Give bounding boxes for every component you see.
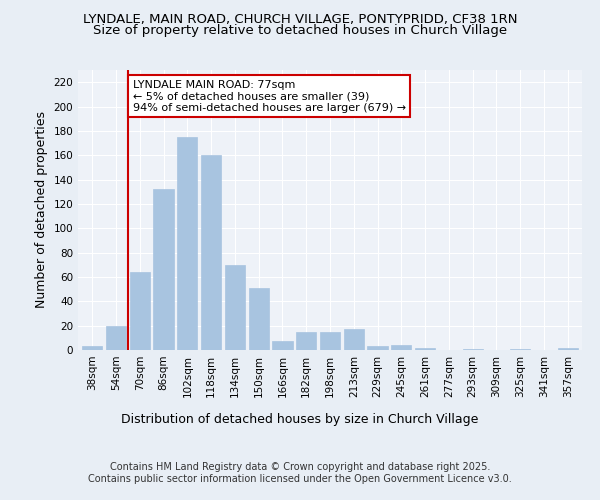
Bar xyxy=(272,342,293,350)
Bar xyxy=(415,348,435,350)
Bar xyxy=(248,288,269,350)
Bar xyxy=(344,330,364,350)
Text: Contains HM Land Registry data © Crown copyright and database right 2025.
Contai: Contains HM Land Registry data © Crown c… xyxy=(88,462,512,484)
Bar xyxy=(296,332,316,350)
Bar xyxy=(510,349,530,350)
Bar xyxy=(177,137,197,350)
Bar xyxy=(391,345,412,350)
Bar xyxy=(367,346,388,350)
Bar xyxy=(320,332,340,350)
Bar xyxy=(201,155,221,350)
Bar xyxy=(154,190,173,350)
Bar xyxy=(225,265,245,350)
Bar xyxy=(106,326,126,350)
Bar xyxy=(463,349,483,350)
Text: Distribution of detached houses by size in Church Village: Distribution of detached houses by size … xyxy=(121,412,479,426)
Bar xyxy=(82,346,103,350)
Text: LYNDALE MAIN ROAD: 77sqm
← 5% of detached houses are smaller (39)
94% of semi-de: LYNDALE MAIN ROAD: 77sqm ← 5% of detache… xyxy=(133,80,406,113)
Y-axis label: Number of detached properties: Number of detached properties xyxy=(35,112,48,308)
Text: LYNDALE, MAIN ROAD, CHURCH VILLAGE, PONTYPRIDD, CF38 1RN: LYNDALE, MAIN ROAD, CHURCH VILLAGE, PONT… xyxy=(83,12,517,26)
Bar xyxy=(130,272,150,350)
Text: Size of property relative to detached houses in Church Village: Size of property relative to detached ho… xyxy=(93,24,507,37)
Bar xyxy=(557,348,578,350)
